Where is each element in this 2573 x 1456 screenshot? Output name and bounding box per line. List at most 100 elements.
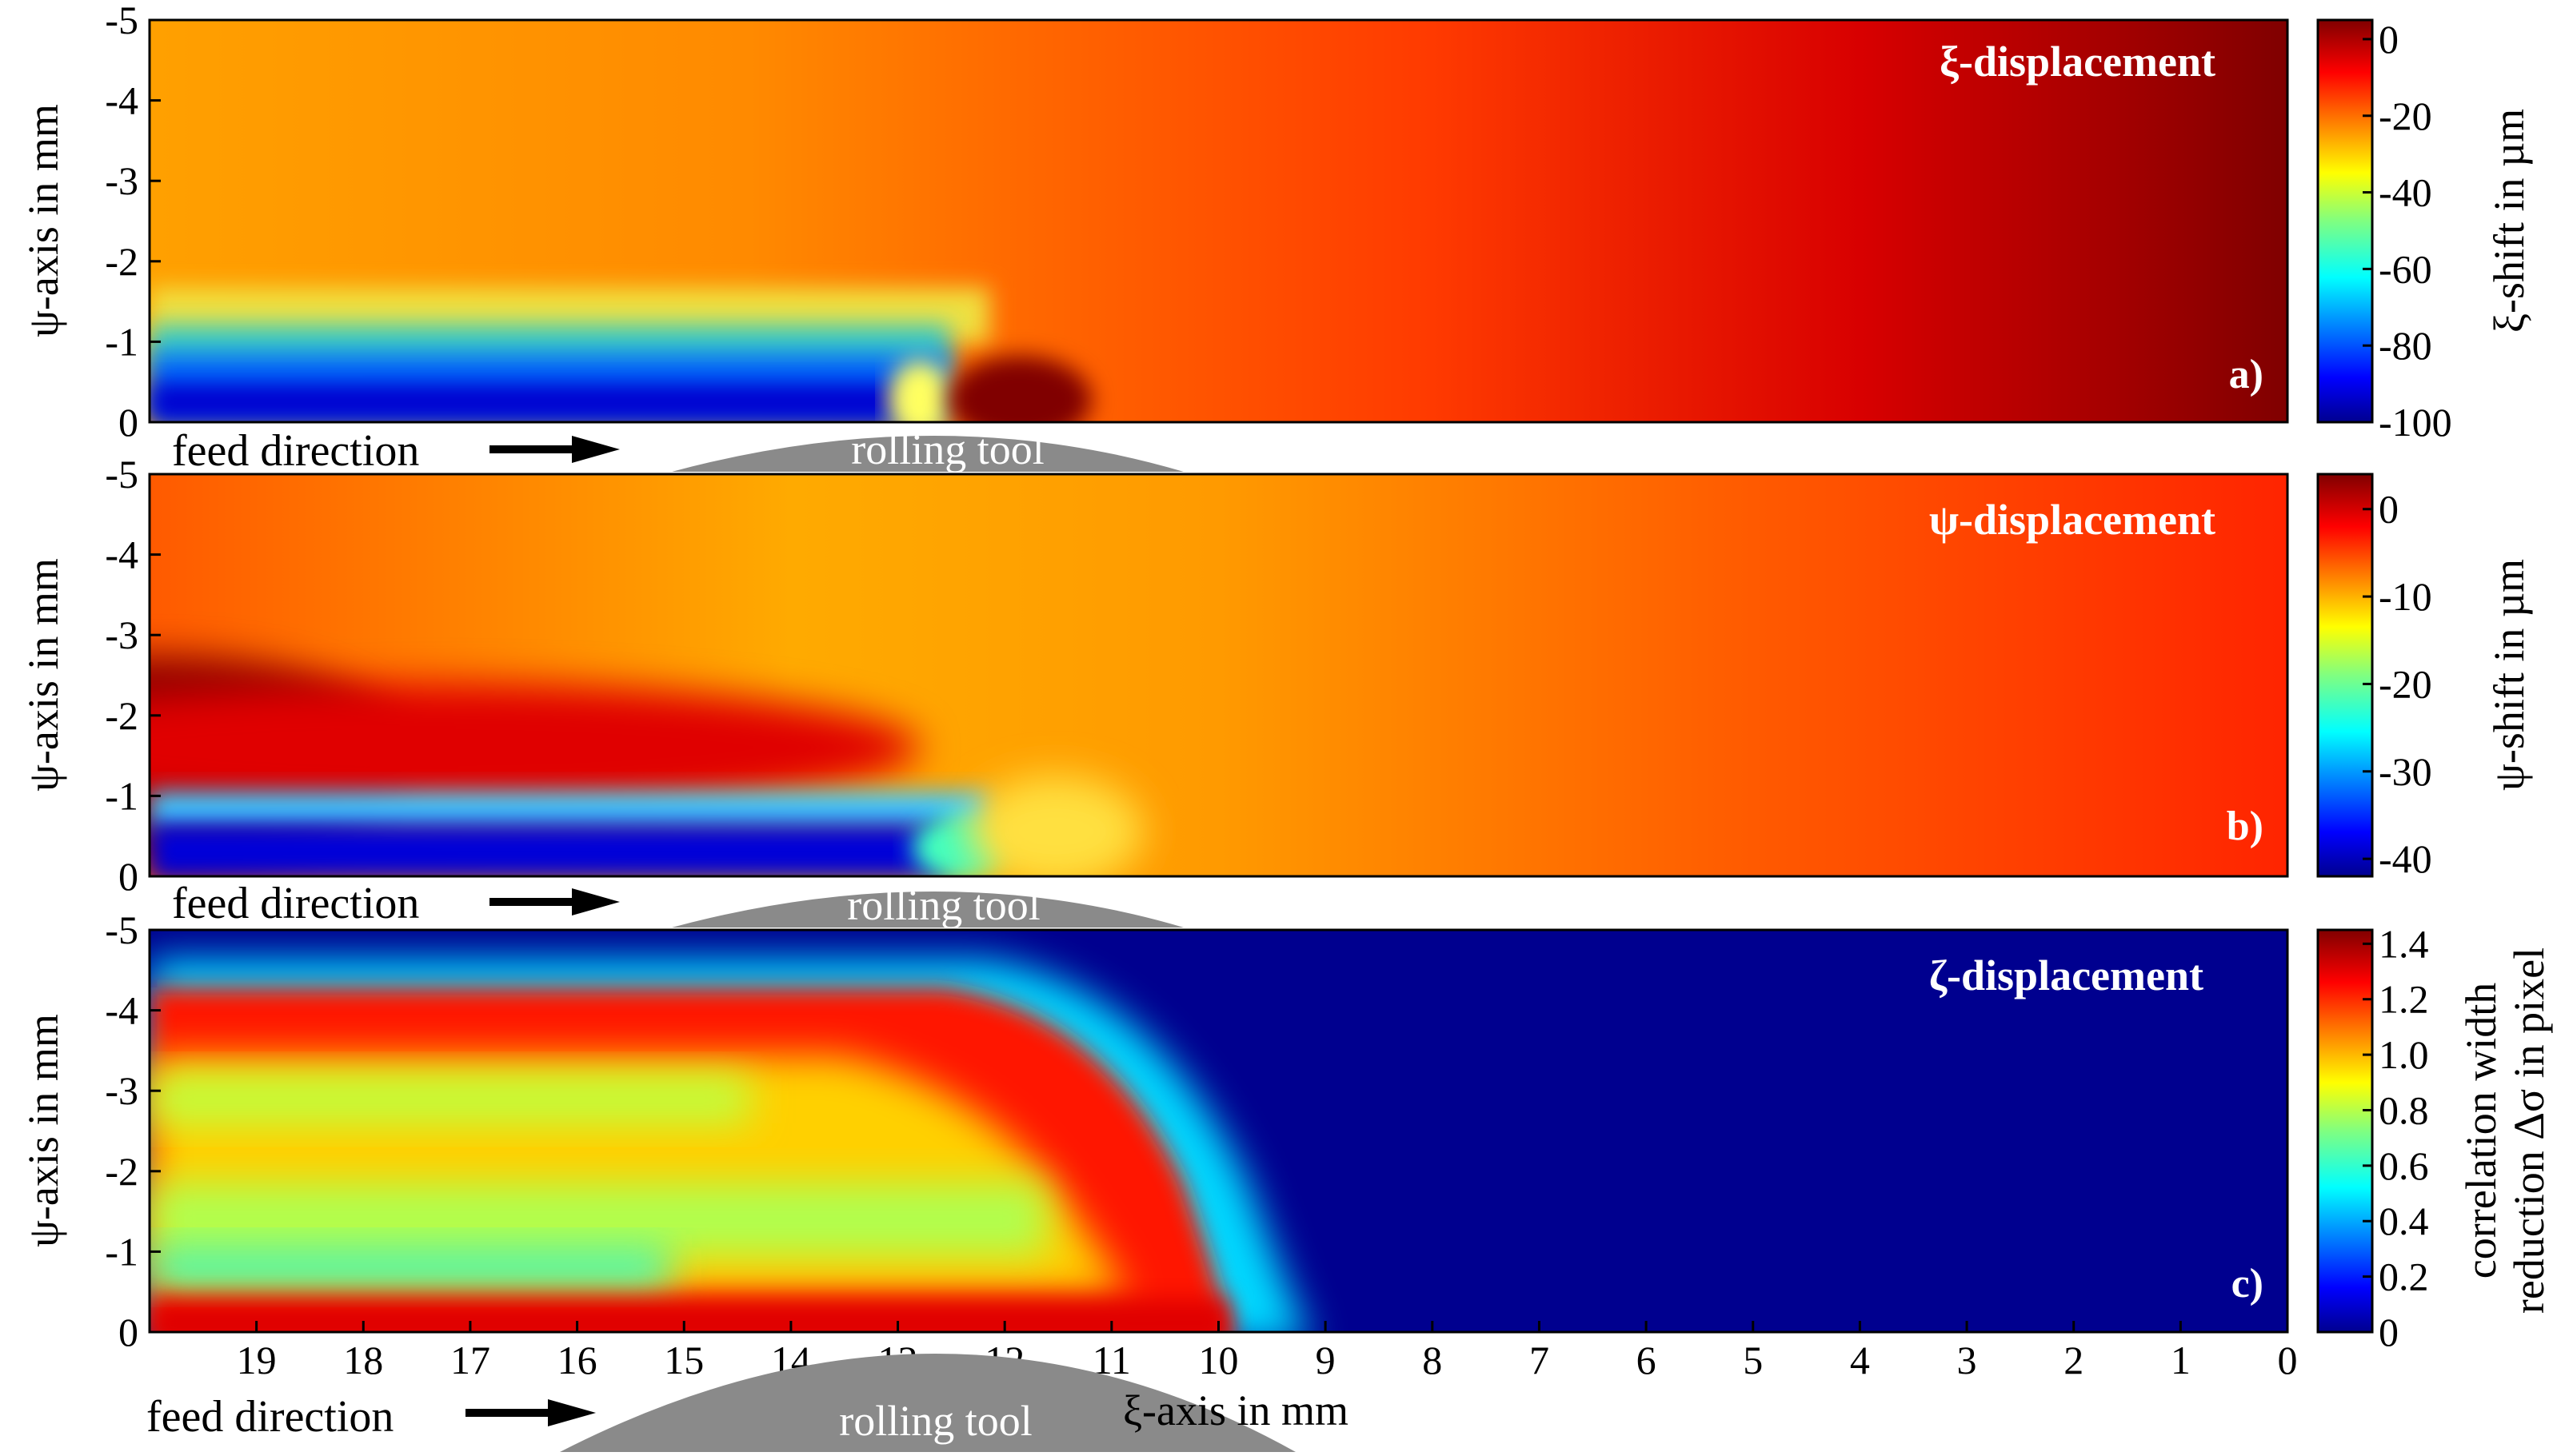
x-tick-label: 17 [450, 1338, 490, 1382]
heatmap-c [150, 930, 2287, 1332]
colorbar-b-bar [2316, 473, 2374, 878]
x-tick-label: 16 [557, 1338, 597, 1382]
annotation-row-c: rolling tool feed direction ξ-axis in mm [146, 1354, 1348, 1452]
colorbar-tick-label: 0 [2379, 487, 2399, 532]
y-tick-label: 0 [118, 854, 138, 899]
colorbar-tick-label: 1.2 [2379, 977, 2429, 1022]
rolling-tool-shape-c [560, 1354, 1296, 1452]
y-tick-label: -1 [105, 319, 138, 364]
panel-title-c: ζ-displacement [1929, 951, 2203, 999]
panel-tag-a: a) [2229, 352, 2263, 397]
panel-tag-b: b) [2227, 804, 2263, 849]
x-tick-label: 0 [2278, 1338, 2298, 1382]
panel-b: -5-4-3-2-10 ψ-axis in mm ψ-displacement … [19, 452, 2533, 929]
y-tick-label: -2 [105, 693, 138, 738]
feed-arrow-c [465, 1399, 596, 1426]
colorbar-b: 0 -10 -20 -30 -40 ψ-shift in µm [2316, 473, 2533, 881]
x-tick-label: 15 [664, 1338, 704, 1382]
y-ticks-a: -5 -4 -3 -2 -1 0 [105, 0, 161, 445]
colorbar-tick-label: 0.8 [2379, 1087, 2429, 1132]
panel-a: -5-4-3-2-10 ψ-axis in mm ξ-displacement … [19, 0, 2533, 476]
colorbar-a: 0 -20 -40 -60 -80 -100 ξ-shift in µm [2316, 17, 2533, 445]
x-tick-label: 3 [1957, 1338, 1977, 1382]
colorbar-tick-label: 0.2 [2379, 1255, 2429, 1299]
colorbar-tick-label: -40 [2379, 170, 2432, 215]
feed-arrow-a [489, 436, 620, 463]
y-tick-label: -2 [105, 1149, 138, 1194]
rolling-tool-label-a: rolling tool [851, 425, 1045, 473]
y-axis-title-a: ψ-axis in mm [19, 104, 67, 337]
colorbar-tick-label: -80 [2379, 323, 2432, 368]
y-tick-label: -2 [105, 239, 138, 284]
x-axis-title-c: ξ-axis in mm [1123, 1386, 1348, 1434]
colorbar-b-label: ψ-shift in µm [2485, 559, 2533, 791]
y-tick-label: -4 [105, 533, 138, 577]
colorbar-tick-label: -20 [2379, 94, 2432, 138]
feed-direction-label-a: feed direction [172, 426, 419, 476]
x-tick-label: 7 [1529, 1338, 1549, 1382]
colorbar-tick-label: 1.4 [2379, 921, 2429, 966]
colorbar-tick-label: -10 [2379, 574, 2432, 619]
colorbar-c-label-line1: correlation width [2457, 983, 2505, 1278]
axes-frame-a [148, 18, 2289, 424]
y-ticks-c: -5 -4 -3 -2 -1 0 [105, 908, 161, 1354]
y-tick-label: -1 [105, 1229, 138, 1274]
y-tick-label: -5 [105, 0, 138, 42]
x-tick-label: 6 [1636, 1338, 1656, 1382]
rolling-tool-shape-b [672, 892, 1184, 927]
y-tick-label: -4 [105, 988, 138, 1033]
x-tick-label: 2 [2064, 1338, 2084, 1382]
colorbar-tick-label: -100 [2379, 400, 2452, 445]
y-tick-label: -3 [105, 612, 138, 657]
x-tick-label: 18 [343, 1338, 383, 1382]
rolling-tool-shape-a [672, 436, 1184, 472]
panel-title-b: ψ-displacement [1929, 496, 2215, 544]
x-tick-label: 9 [1316, 1338, 1336, 1382]
colorbar-c-ticks: 1.4 1.2 1.0 0.8 0.6 0.4 0.2 0 [2363, 921, 2429, 1354]
y-tick-label: -5 [105, 908, 138, 952]
colorbar-a-bar [2316, 18, 2374, 424]
y-tick-label: -3 [105, 158, 138, 203]
y-axis-title-c: ψ-axis in mm [19, 1014, 67, 1247]
y-tick-label: 0 [118, 1310, 138, 1354]
colorbar-b-ticks: 0 -10 -20 -30 -40 [2363, 487, 2432, 881]
x-tick-label: 8 [1422, 1338, 1442, 1382]
colorbar-tick-label: 0.6 [2379, 1143, 2429, 1188]
heatmap-a [150, 20, 2287, 422]
y-ticks-b: -5 -4 -3 -2 -1 0 [105, 452, 161, 899]
x-tick-label: 10 [1199, 1338, 1239, 1382]
colorbar-tick-label: -40 [2379, 836, 2432, 881]
colorbar-tick-label: 0 [2379, 17, 2399, 62]
axes-frame-b [148, 473, 2289, 878]
y-tick-label: -5 [105, 452, 138, 497]
colorbar-c-bar [2316, 928, 2374, 1334]
y-tick-label: -3 [105, 1068, 138, 1113]
feed-direction-label-b: feed direction [172, 879, 419, 928]
panel-c: -5-4-3-2-10 1918171615141312111098765432… [19, 908, 2553, 1452]
colorbar-tick-label: -60 [2379, 246, 2432, 291]
rolling-tool-label-b: rolling tool [847, 881, 1041, 929]
colorbar-tick-label: -30 [2379, 749, 2432, 794]
rolling-tool-label-c: rolling tool [839, 1397, 1033, 1445]
feed-direction-label-c: feed direction [146, 1392, 394, 1442]
colorbar-c-label-line2: reduction Δσ in pixel [2505, 947, 2553, 1314]
colorbar-tick-label: 0 [2379, 1310, 2399, 1354]
y-tick-label: -4 [105, 78, 138, 123]
y-tick-label: -1 [105, 773, 138, 818]
colorbar-tick-label: 0.4 [2379, 1199, 2429, 1243]
y-tick-label: 0 [118, 400, 138, 445]
x-tick-label: 5 [1743, 1338, 1763, 1382]
colorbar-c: 1.4 1.2 1.0 0.8 0.6 0.4 0.2 0 correlation width… [2316, 921, 2553, 1354]
feed-arrow-b [489, 888, 620, 915]
y-axis-title-b: ψ-axis in mm [19, 558, 67, 792]
x-tick-label: 4 [1850, 1338, 1870, 1382]
heatmap-b [150, 474, 2287, 876]
panel-tag-c: c) [2231, 1261, 2263, 1306]
colorbar-a-label: ξ-shift in µm [2485, 109, 2533, 333]
x-tick-label: 19 [237, 1338, 277, 1382]
colorbar-tick-label: -20 [2379, 661, 2432, 706]
x-ticks-c: 191817161514131211109876543210 [237, 1321, 2298, 1382]
annotation-row-a: rolling tool feed direction [172, 425, 1184, 476]
